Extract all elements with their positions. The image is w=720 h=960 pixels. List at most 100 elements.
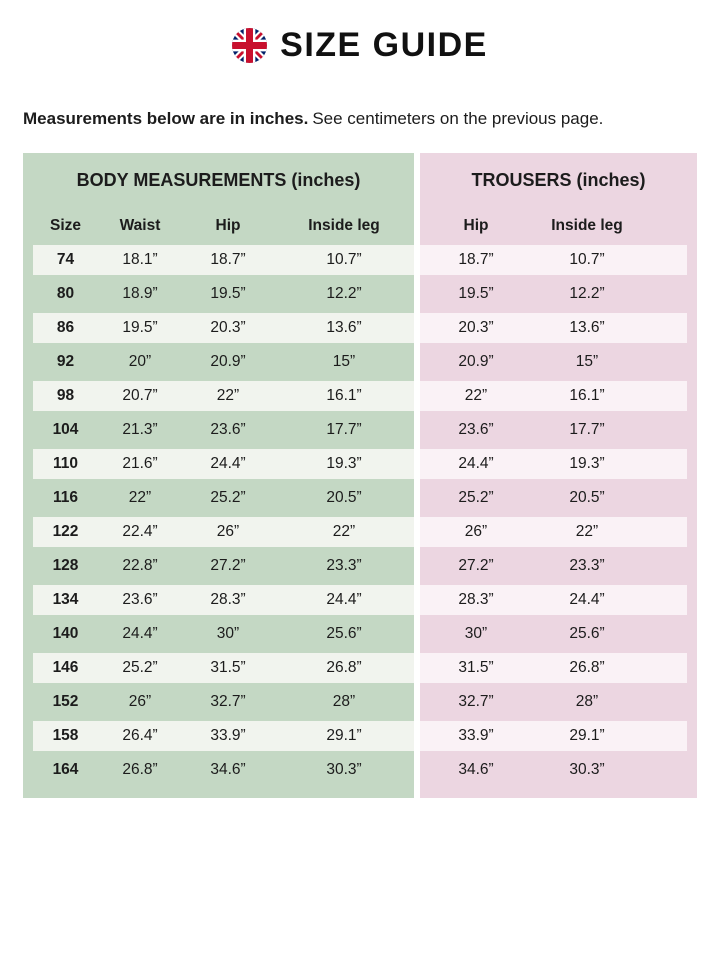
column-header-row: Size Waist Hip Inside leg Hip Inside leg bbox=[23, 208, 697, 243]
table-row: 146 25.2” 31.5” 26.8” 31.5” 26.8” bbox=[23, 651, 697, 685]
waist-cell: 22.4” bbox=[122, 523, 158, 540]
waist-cell: 18.1” bbox=[122, 251, 158, 268]
inside-leg-cell: 19.3” bbox=[326, 455, 362, 472]
inside-leg-cell: 15” bbox=[332, 353, 356, 370]
inside-leg-cell: 12.2” bbox=[326, 285, 362, 302]
hip-cell: 18.7” bbox=[210, 251, 246, 268]
size-cell: 140 bbox=[52, 625, 79, 642]
table-row: 104 21.3” 23.6” 17.7” 23.6” 17.7” bbox=[23, 413, 697, 447]
trousers-inside-leg-cell: 12.2” bbox=[569, 285, 605, 302]
inside-leg-cell: 17.7” bbox=[326, 421, 362, 438]
inside-leg-cell: 29.1” bbox=[326, 727, 362, 744]
waist-cell: 20.7” bbox=[122, 387, 158, 404]
trousers-inside-leg-cell: 24.4” bbox=[569, 591, 605, 608]
trousers-inside-leg-cell: 17.7” bbox=[569, 421, 605, 438]
section-title-row: BODY MEASUREMENTS (inches) TROUSERS (inc… bbox=[23, 153, 697, 208]
hip-cell: 19.5” bbox=[210, 285, 246, 302]
table-row: 80 18.9” 19.5” 12.2” 19.5” 12.2” bbox=[23, 277, 697, 311]
trousers-inside-leg-cell: 23.3” bbox=[569, 557, 605, 574]
table-row: 164 26.8” 34.6” 30.3” 34.6” 30.3” bbox=[23, 753, 697, 787]
waist-cell: 23.6” bbox=[122, 591, 158, 608]
waist-cell: 25.2” bbox=[122, 659, 158, 676]
size-cell: 74 bbox=[56, 251, 75, 268]
inside-leg-cell: 20.5” bbox=[326, 489, 362, 506]
trousers-hip-column-header: Hip bbox=[463, 216, 489, 234]
size-cell: 134 bbox=[52, 591, 79, 608]
size-cell: 92 bbox=[56, 353, 75, 370]
body-section-title: BODY MEASUREMENTS (inches) bbox=[76, 170, 361, 190]
hip-cell: 33.9” bbox=[210, 727, 246, 744]
trousers-inside-leg-cell: 19.3” bbox=[569, 455, 605, 472]
inside-leg-cell: 16.1” bbox=[326, 387, 362, 404]
hip-cell: 25.2” bbox=[210, 489, 246, 506]
inside-leg-cell: 10.7” bbox=[326, 251, 362, 268]
table-row: 158 26.4” 33.9” 29.1” 33.9” 29.1” bbox=[23, 719, 697, 753]
units-note-regular: See centimeters on the previous page. bbox=[312, 109, 604, 128]
trousers-hip-cell: 20.3” bbox=[458, 319, 494, 336]
uk-flag-icon bbox=[232, 28, 268, 63]
size-cell: 146 bbox=[52, 659, 79, 676]
hip-cell: 28.3” bbox=[210, 591, 246, 608]
inside-leg-cell: 22” bbox=[332, 523, 356, 540]
trousers-hip-cell: 20.9” bbox=[458, 353, 494, 370]
table-row: 122 22.4” 26” 22” 26” 22” bbox=[23, 515, 697, 549]
table-row: 86 19.5” 20.3” 13.6” 20.3” 13.6” bbox=[23, 311, 697, 345]
waist-cell: 20” bbox=[128, 353, 152, 370]
size-cell: 128 bbox=[52, 557, 79, 574]
units-note-bold: Measurements below are in inches. bbox=[23, 109, 309, 128]
waist-cell: 22” bbox=[128, 489, 152, 506]
trousers-section-title: TROUSERS (inches) bbox=[471, 170, 646, 190]
size-cell: 158 bbox=[52, 727, 79, 744]
trousers-inside-leg-cell: 13.6” bbox=[569, 319, 605, 336]
table-row: 116 22” 25.2” 20.5” 25.2” 20.5” bbox=[23, 481, 697, 515]
waist-cell: 22.8” bbox=[122, 557, 158, 574]
hip-cell: 24.4” bbox=[210, 455, 246, 472]
trousers-hip-cell: 32.7” bbox=[458, 693, 494, 710]
trousers-hip-cell: 27.2” bbox=[458, 557, 494, 574]
hip-cell: 23.6” bbox=[210, 421, 246, 438]
trousers-hip-cell: 34.6” bbox=[458, 761, 494, 778]
inside-leg-cell: 28” bbox=[332, 693, 356, 710]
table-row: 92 20” 20.9” 15” 20.9” 15” bbox=[23, 345, 697, 379]
size-cell: 104 bbox=[52, 421, 79, 438]
trousers-inside-leg-cell: 10.7” bbox=[569, 251, 605, 268]
size-cell: 164 bbox=[52, 761, 79, 778]
units-note: Measurements below are in inches. See cen… bbox=[23, 109, 720, 129]
size-table: BODY MEASUREMENTS (inches) TROUSERS (inc… bbox=[23, 153, 697, 798]
trousers-hip-cell: 30” bbox=[464, 625, 488, 642]
trousers-hip-cell: 22” bbox=[464, 387, 488, 404]
hip-cell: 31.5” bbox=[210, 659, 246, 676]
trousers-inside-leg-cell: 16.1” bbox=[569, 387, 605, 404]
waist-cell: 18.9” bbox=[122, 285, 158, 302]
trousers-hip-cell: 25.2” bbox=[458, 489, 494, 506]
size-cell: 110 bbox=[52, 455, 78, 472]
size-cell: 98 bbox=[56, 387, 75, 404]
trousers-inside-leg-column-header: Inside leg bbox=[551, 216, 623, 234]
size-cell: 122 bbox=[52, 523, 79, 540]
waist-cell: 24.4” bbox=[122, 625, 158, 642]
inside-leg-cell: 25.6” bbox=[326, 625, 362, 642]
table-row: 128 22.8” 27.2” 23.3” 27.2” 23.3” bbox=[23, 549, 697, 583]
hip-cell: 20.9” bbox=[210, 353, 246, 370]
table-row: 110 21.6” 24.4” 19.3” 24.4” 19.3” bbox=[23, 447, 697, 481]
table-row: 98 20.7” 22” 16.1” 22” 16.1” bbox=[23, 379, 697, 413]
trousers-hip-cell: 23.6” bbox=[458, 421, 494, 438]
hip-cell: 22” bbox=[216, 387, 240, 404]
table-body: 74 18.1” 18.7” 10.7” 18.7” 10.7” 80 18.9” 19.5” 1… bbox=[23, 243, 697, 787]
hip-cell: 20.3” bbox=[210, 319, 246, 336]
trousers-inside-leg-cell: 26.8” bbox=[569, 659, 605, 676]
trousers-hip-cell: 18.7” bbox=[458, 251, 494, 268]
waist-cell: 19.5” bbox=[122, 319, 158, 336]
trousers-inside-leg-cell: 20.5” bbox=[569, 489, 605, 506]
waist-cell: 26.8” bbox=[122, 761, 158, 778]
size-cell: 116 bbox=[52, 489, 78, 506]
waist-cell: 21.6” bbox=[122, 455, 158, 472]
hip-cell: 32.7” bbox=[210, 693, 246, 710]
size-column-header: Size bbox=[49, 216, 81, 234]
size-cell: 152 bbox=[52, 693, 79, 710]
table-row: 152 26” 32.7” 28” 32.7” 28” bbox=[23, 685, 697, 719]
trousers-hip-cell: 24.4” bbox=[458, 455, 494, 472]
inside-leg-cell: 30.3” bbox=[326, 761, 362, 778]
trousers-hip-cell: 28.3” bbox=[458, 591, 494, 608]
waist-cell: 26.4” bbox=[122, 727, 158, 744]
